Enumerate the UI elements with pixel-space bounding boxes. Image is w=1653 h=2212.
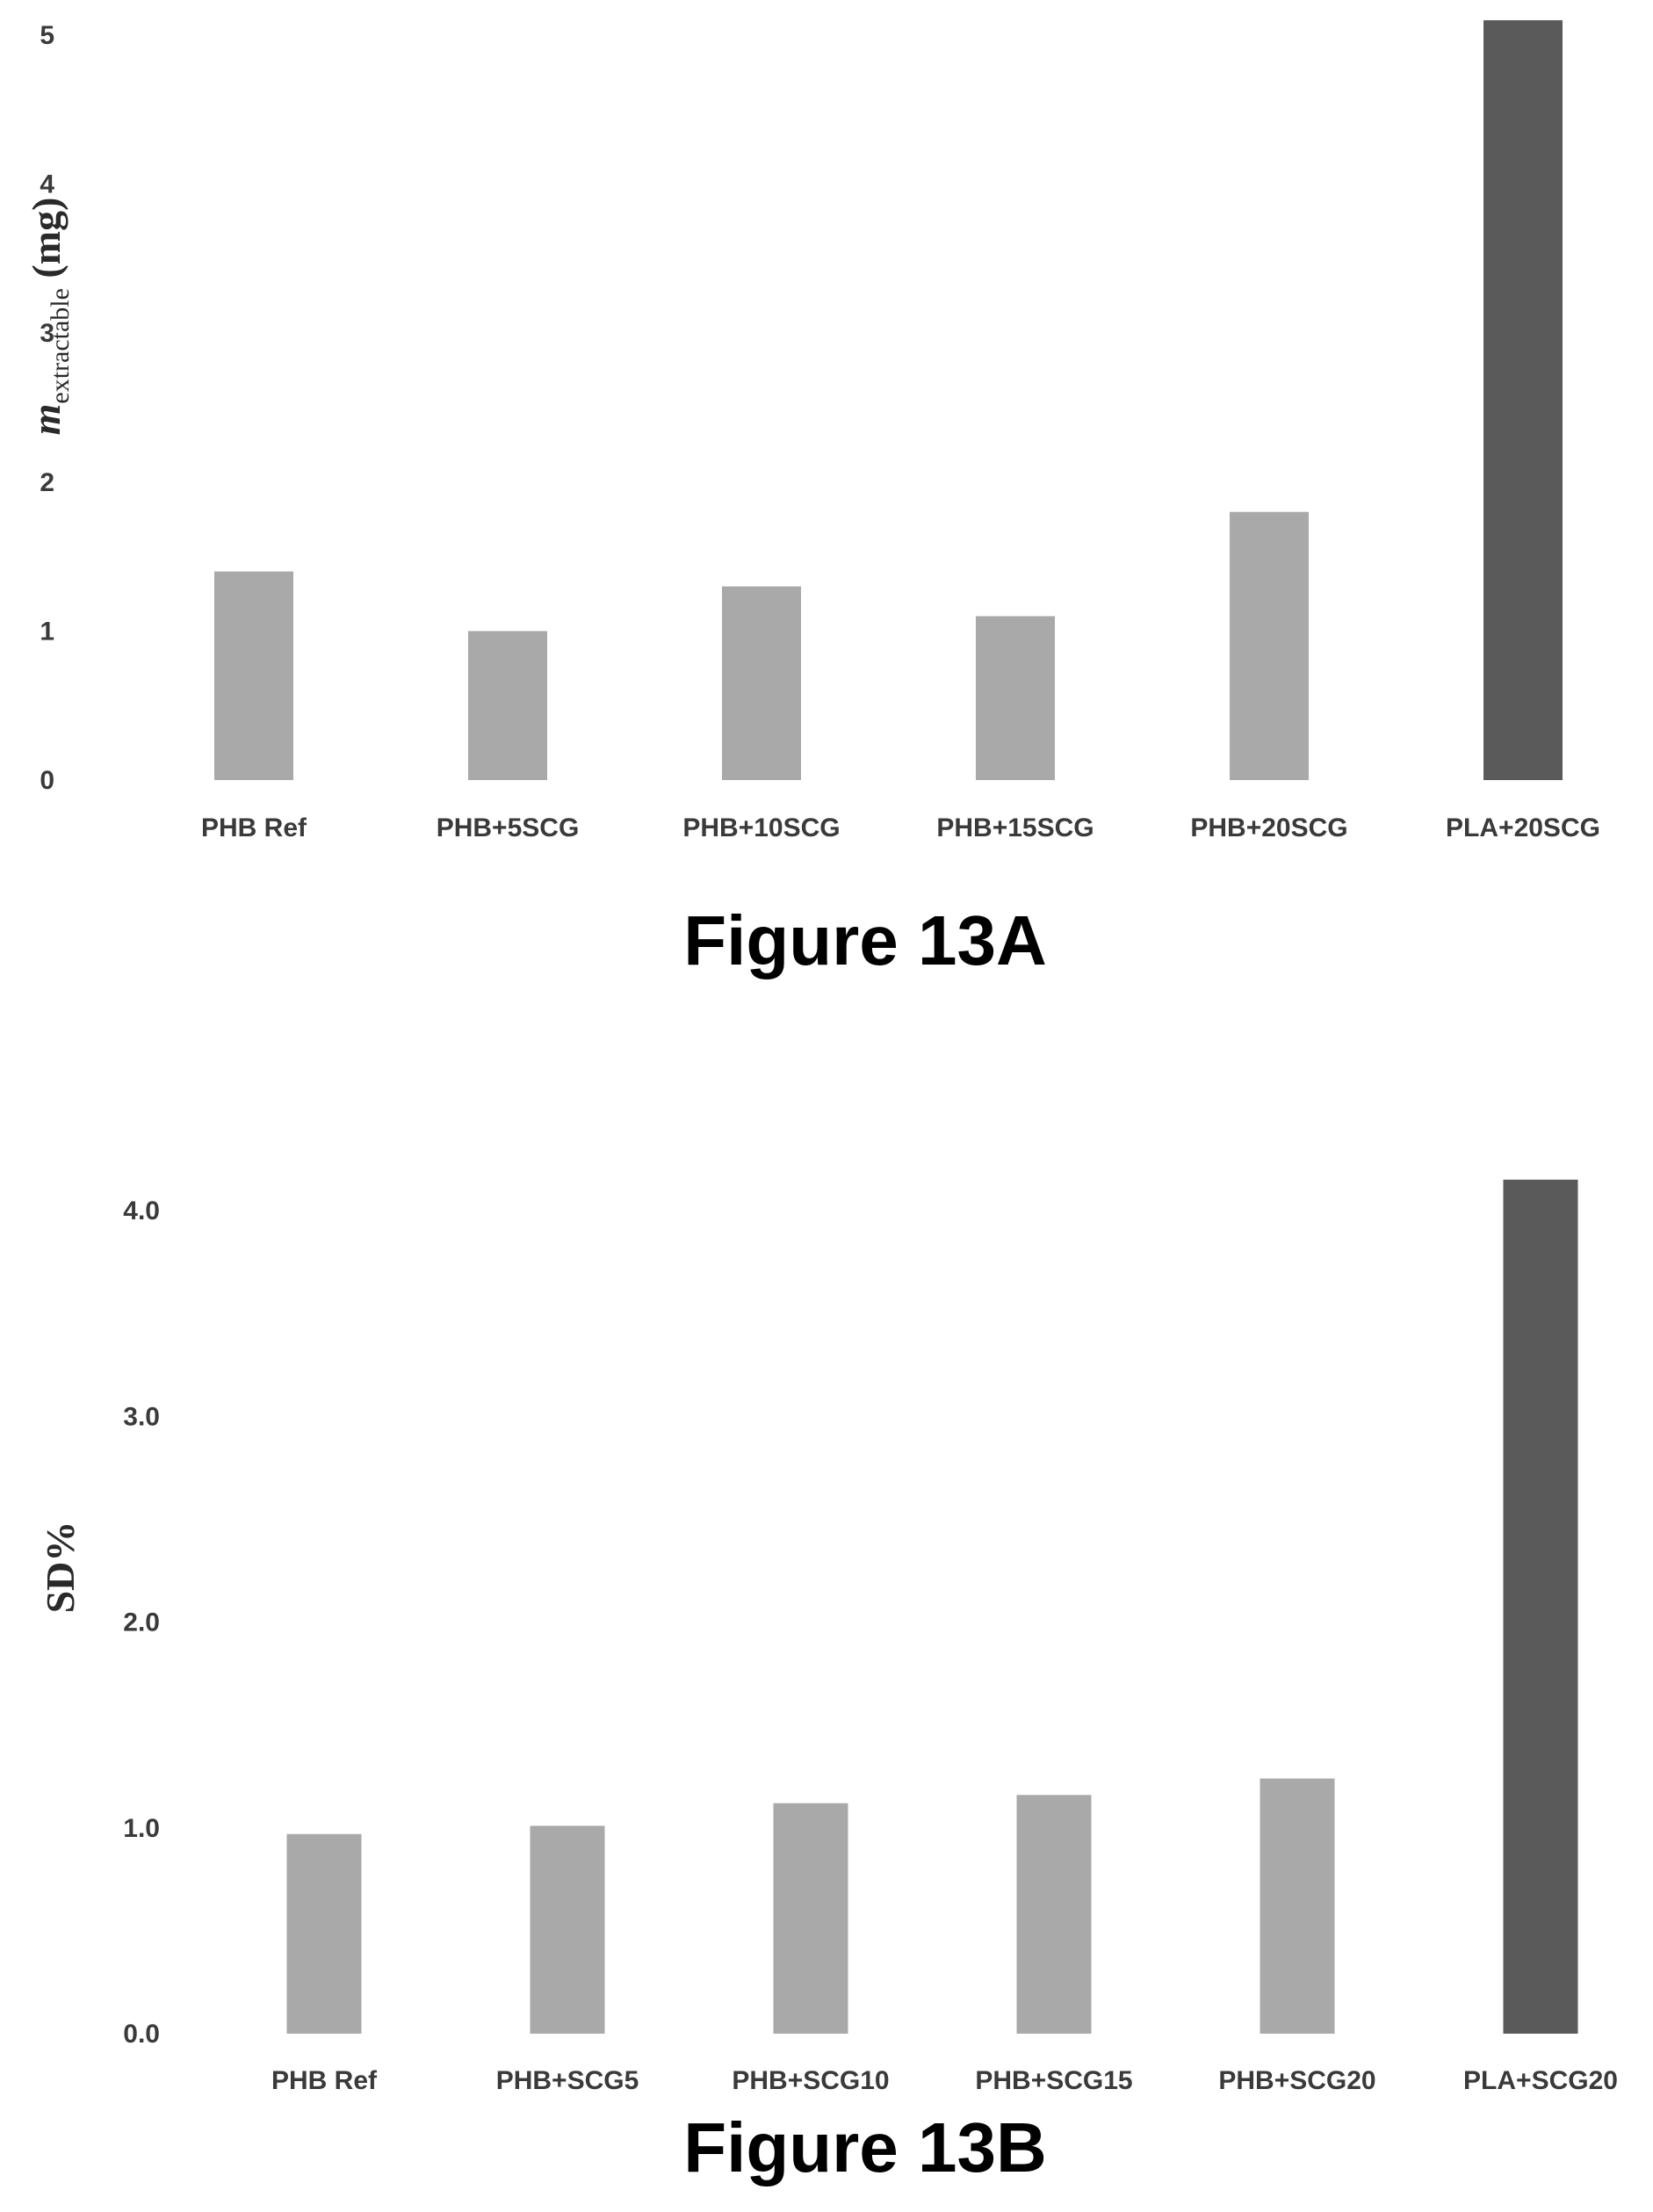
y-axis-label: SD%	[38, 1522, 83, 1614]
category-label: PHB+20SCG	[1190, 813, 1347, 842]
category-label: PHB+SCG10	[732, 2066, 889, 2095]
bar	[722, 586, 801, 780]
y-tick-labels: 0.0 1.0 2.0 3.0 4.0	[123, 1196, 160, 2049]
category-label: PLA+20SCG	[1446, 813, 1600, 842]
category-label: PHB+10SCG	[682, 813, 840, 842]
bar	[1503, 1179, 1578, 2034]
y-tick-label: 2	[40, 468, 54, 497]
category-label: PHB+5SCG	[437, 813, 580, 842]
bar	[1230, 511, 1309, 780]
bar	[468, 631, 547, 780]
y-tick-labels: 0 1 2 3 4 5	[40, 21, 54, 795]
bars	[214, 20, 1563, 781]
bar	[976, 616, 1055, 780]
y-tick-label: 2.0	[123, 1608, 160, 1637]
category-label: PHB+SCG20	[1218, 2066, 1375, 2095]
category-label: PHB Ref	[271, 2066, 378, 2095]
figure-caption: Figure 13A	[683, 901, 1046, 979]
y-tick-label: 5	[40, 21, 54, 50]
category-label: PHB+SCG5	[496, 2066, 639, 2095]
bar	[1483, 20, 1563, 781]
bar	[214, 571, 293, 780]
chart-13a: 0 1 2 3 4 5 PHB Ref PHB+5SCG PHB+10SCG PHB+15SCG…	[24, 20, 1600, 979]
bar	[773, 1803, 848, 2034]
figure-caption: Figure 13B	[683, 2108, 1046, 2187]
y-tick-label: 3	[40, 319, 54, 348]
y-tick-label: 3.0	[123, 1402, 160, 1431]
y-tick-label: 1.0	[123, 1814, 160, 1843]
y-tick-label: 4.0	[123, 1196, 160, 1225]
category-label: PHB+15SCG	[936, 813, 1094, 842]
bar	[530, 1825, 605, 2034]
chart-13b: 0.0 1.0 2.0 3.0 4.0 PHB Ref PHB+SCG5 PHB+SCG10…	[38, 1179, 1618, 2187]
y-tick-label: 4	[40, 170, 54, 199]
y-tick-label: 0	[40, 766, 54, 795]
category-label: PLA+SCG20	[1463, 2066, 1618, 2095]
bar	[1260, 1778, 1335, 2034]
bars	[286, 1179, 1578, 2034]
y-tick-label: 0.0	[123, 2020, 160, 2049]
category-label: PHB Ref	[201, 813, 307, 842]
y-axis-label: mextractable (mg)	[24, 198, 75, 436]
category-label: PHB+SCG15	[975, 2066, 1132, 2095]
bar	[1016, 1795, 1092, 2034]
category-labels: PHB Ref PHB+SCG5 PHB+SCG10 PHB+SCG15 PHB+SCG…	[271, 2066, 1618, 2095]
category-labels: PHB Ref PHB+5SCG PHB+10SCG PHB+15SCG PHB+20S…	[201, 813, 1600, 842]
bar	[286, 1833, 362, 2034]
y-tick-label: 1	[40, 617, 54, 646]
